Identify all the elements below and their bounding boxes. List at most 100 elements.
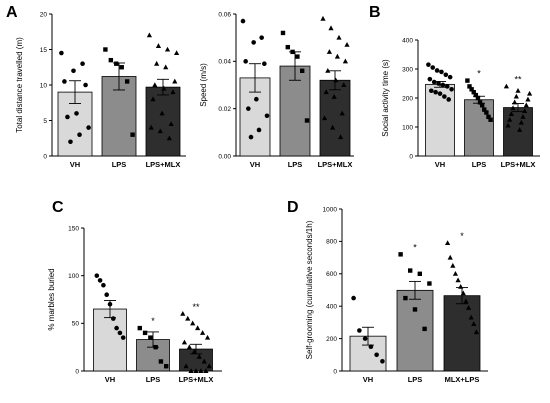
data-point [180, 311, 186, 316]
data-point [488, 117, 493, 122]
data-point [351, 295, 356, 301]
data-point [158, 359, 164, 364]
y-tick-label: 400 [326, 304, 337, 311]
data-point [525, 96, 531, 102]
bar [464, 99, 494, 157]
data-point [172, 78, 178, 84]
data-point [193, 368, 199, 373]
data-point [191, 349, 197, 354]
data-point [174, 50, 180, 56]
data-point [195, 325, 201, 331]
data-point [124, 79, 130, 84]
data-point [486, 114, 491, 120]
category-label: LPS [112, 160, 127, 169]
data-point [440, 82, 446, 88]
significance-mark: * [151, 316, 155, 326]
chart-a-speed: 0.00 0.02 0.04 0.06 Speed (m/s) VH LPS LPS+MLX [199, 11, 354, 169]
y-tick-label: 200 [326, 336, 337, 343]
category-label: VH [105, 375, 115, 384]
y-axis-title: % marbles buried [47, 268, 56, 330]
category-label: VH [435, 160, 445, 169]
significance-mark: * [477, 69, 481, 79]
data-point [328, 25, 334, 31]
bar [425, 83, 455, 157]
data-point [447, 74, 453, 80]
data-point [159, 110, 165, 116]
y-tick-label: 0.02 [218, 106, 231, 113]
significance-mark: * [460, 231, 464, 241]
data-point [243, 59, 248, 64]
y-tick-label: 10 [40, 82, 48, 89]
category-label: LPS [472, 160, 487, 169]
data-point [380, 358, 385, 364]
category-label: VH [70, 160, 80, 169]
data-point [465, 305, 472, 310]
data-point [322, 115, 328, 121]
data-point [150, 96, 156, 102]
data-point [520, 114, 526, 119]
data-point [427, 281, 432, 286]
data-point [108, 57, 114, 63]
y-tick-label: 0 [409, 153, 413, 160]
data-point [442, 94, 447, 99]
data-point [342, 58, 348, 64]
data-point [429, 88, 434, 94]
data-point [458, 283, 464, 289]
data-point [422, 326, 427, 332]
data-point [114, 325, 119, 331]
data-point [264, 113, 270, 119]
bar [145, 86, 181, 157]
data-point [130, 132, 135, 137]
charts: 0 5 10 15 20 Total distance travelled (m) VH LP… [15, 11, 540, 384]
data-point [185, 315, 191, 321]
data-point [97, 278, 103, 283]
data-point [196, 353, 202, 359]
data-point [59, 50, 64, 56]
data-point [246, 106, 251, 111]
category-label: LPS [408, 375, 423, 384]
data-point [204, 334, 211, 340]
data-point [471, 90, 476, 95]
y-tick-label: 150 [68, 225, 79, 232]
data-point [256, 127, 262, 133]
data-point [62, 79, 67, 84]
data-point [200, 330, 206, 335]
y-tick-label: 5 [43, 118, 47, 125]
chart-c-marbles: 0 50 100 150 % marbles buried VH * LPS ** LPS+MLX [47, 225, 222, 384]
panel-letter-c: C [52, 199, 64, 216]
data-point [527, 90, 533, 96]
data-point [148, 124, 154, 130]
data-point [155, 43, 162, 48]
bar [93, 308, 127, 372]
data-point [447, 254, 453, 260]
data-point [77, 132, 82, 137]
data-point [148, 335, 153, 340]
data-point [336, 34, 342, 40]
data-point [452, 271, 459, 276]
y-tick-label: 600 [326, 271, 337, 278]
data-point [433, 89, 438, 95]
y-axis-title: Social activity time (s) [381, 59, 390, 137]
data-point [300, 68, 305, 73]
data-point [153, 344, 158, 350]
data-point [522, 108, 528, 114]
data-point [206, 363, 212, 369]
data-point [505, 122, 511, 128]
data-point [455, 277, 461, 283]
data-point [513, 93, 519, 99]
y-tick-label: 20 [40, 11, 48, 18]
y-tick-label: 1000 [323, 206, 338, 213]
chart-d-grooming: 0 200 400 600 800 1000 Self-grooming (cumulati… [305, 206, 488, 384]
category-label: LPS+MLX [318, 160, 353, 169]
data-point [240, 18, 246, 24]
panel-letter-d: D [287, 199, 299, 216]
data-point [101, 282, 106, 288]
y-tick-label: 0.06 [218, 11, 231, 18]
data-point [398, 252, 403, 257]
data-point [515, 87, 521, 93]
data-point [154, 60, 160, 66]
data-point [152, 82, 158, 87]
data-point [508, 111, 514, 116]
data-point [330, 124, 336, 130]
data-point [157, 128, 163, 134]
